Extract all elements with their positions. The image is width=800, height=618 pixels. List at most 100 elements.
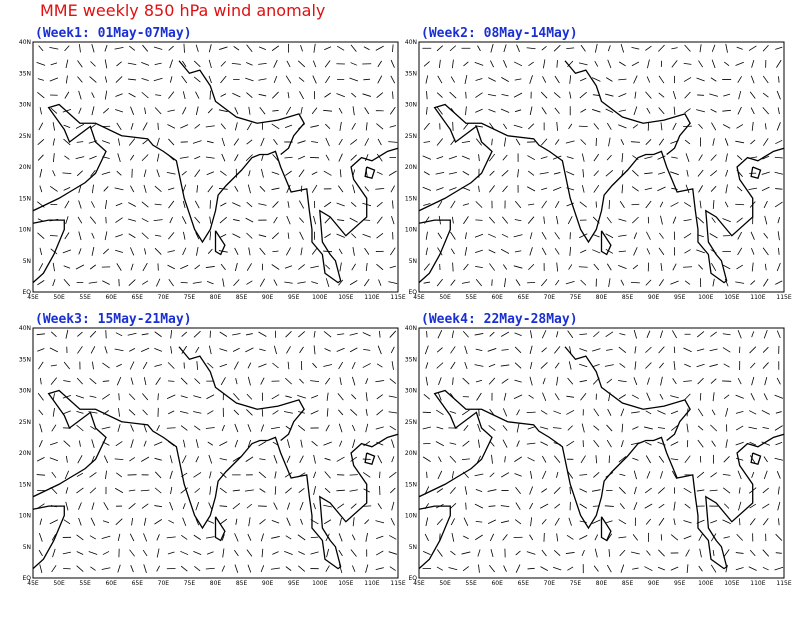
wind-vector xyxy=(365,423,369,433)
wind-vector xyxy=(179,156,189,159)
wind-vector xyxy=(449,487,456,494)
wind-vector xyxy=(710,472,718,478)
wind-vector xyxy=(207,108,213,114)
wind-vector xyxy=(464,232,467,240)
wind-vector xyxy=(580,108,587,113)
wind-vector xyxy=(475,219,483,221)
wind-vector xyxy=(298,551,305,555)
wind-vector xyxy=(365,532,368,542)
x-tick-label: 65E xyxy=(518,580,530,587)
wind-vector xyxy=(748,487,757,494)
wind-vector xyxy=(618,394,626,400)
wind-vector xyxy=(749,91,756,99)
wind-vector xyxy=(337,503,345,509)
wind-vector xyxy=(50,377,58,385)
wind-vector xyxy=(168,278,174,287)
wind-vector xyxy=(362,505,372,507)
wind-vector xyxy=(195,232,200,240)
wind-vector xyxy=(751,331,755,338)
wind-vector xyxy=(168,91,175,99)
wind-vector xyxy=(182,60,187,67)
wind-vector xyxy=(491,279,493,286)
wind-vector xyxy=(52,548,56,558)
wind-vector xyxy=(49,46,59,50)
wind-vector xyxy=(272,91,279,99)
wind-vector xyxy=(62,108,72,113)
wind-vector xyxy=(593,425,600,431)
wind-vector xyxy=(475,201,483,208)
wind-vector xyxy=(737,377,742,385)
wind-vector xyxy=(207,185,214,193)
wind-vector xyxy=(234,423,239,433)
wind-vector xyxy=(207,362,214,369)
wind-vector xyxy=(245,347,254,353)
wind-vector xyxy=(423,171,430,176)
wind-vector xyxy=(232,333,241,336)
wind-vector xyxy=(631,216,639,224)
wind-vector xyxy=(182,247,187,256)
wind-vector xyxy=(102,248,110,255)
x-tick-label: 80E xyxy=(596,580,608,587)
wind-vector xyxy=(461,155,470,160)
wind-vector xyxy=(77,455,83,464)
wind-vector xyxy=(118,408,120,417)
wind-vector xyxy=(351,92,357,98)
wind-vector xyxy=(566,171,575,176)
wind-vector xyxy=(349,280,358,286)
x-tick-label: 80E xyxy=(596,294,608,301)
wind-vector xyxy=(104,346,108,354)
x-tick-label: 115E xyxy=(776,294,791,301)
wind-vector xyxy=(76,565,84,572)
x-tick-label: 115E xyxy=(776,580,791,587)
wind-vector xyxy=(379,471,381,479)
wind-vector xyxy=(77,346,83,354)
wind-vector xyxy=(205,567,215,570)
wind-vector xyxy=(673,106,676,115)
wind-vector xyxy=(632,155,639,161)
wind-vector xyxy=(390,247,396,256)
wind-vector xyxy=(89,535,97,540)
wind-vector xyxy=(156,534,160,541)
wind-vector xyxy=(658,44,665,52)
wind-vector xyxy=(183,231,186,240)
wind-vector xyxy=(350,62,357,66)
wind-vector xyxy=(449,392,456,401)
wind-vector xyxy=(143,423,147,433)
wind-vector xyxy=(182,201,186,208)
wind-vector xyxy=(390,59,395,68)
wind-vector xyxy=(582,169,585,178)
wind-vector xyxy=(168,45,174,51)
wind-vector xyxy=(129,533,135,542)
wind-vector xyxy=(63,361,70,370)
wind-vector xyxy=(684,363,691,368)
wind-vector xyxy=(388,281,398,285)
wind-vector xyxy=(450,76,455,83)
wind-vector xyxy=(529,502,534,510)
x-tick-label: 60E xyxy=(491,294,503,301)
wind-vector xyxy=(65,59,69,69)
wind-vector xyxy=(723,456,730,463)
wind-vector xyxy=(554,503,561,509)
wind-vector xyxy=(272,110,279,112)
wind-vector xyxy=(711,440,716,447)
wind-vector xyxy=(566,395,575,398)
wind-vector xyxy=(167,362,175,369)
wind-vector xyxy=(683,520,692,524)
wind-vector xyxy=(248,170,251,177)
wind-vector xyxy=(221,137,225,147)
wind-vector xyxy=(194,216,201,224)
wind-vector xyxy=(391,501,395,511)
wind-vector xyxy=(128,279,136,287)
wind-vector xyxy=(619,549,626,557)
wind-vector xyxy=(476,455,481,463)
wind-vector xyxy=(245,333,253,336)
wind-vector xyxy=(491,138,493,146)
wind-vector xyxy=(376,92,384,98)
wind-vector xyxy=(751,471,755,478)
wind-vector xyxy=(37,92,45,99)
wind-vector xyxy=(775,280,783,285)
wind-vector xyxy=(774,425,783,431)
wind-vector xyxy=(761,171,770,175)
wind-vector xyxy=(117,533,121,541)
wind-vector xyxy=(711,59,716,69)
